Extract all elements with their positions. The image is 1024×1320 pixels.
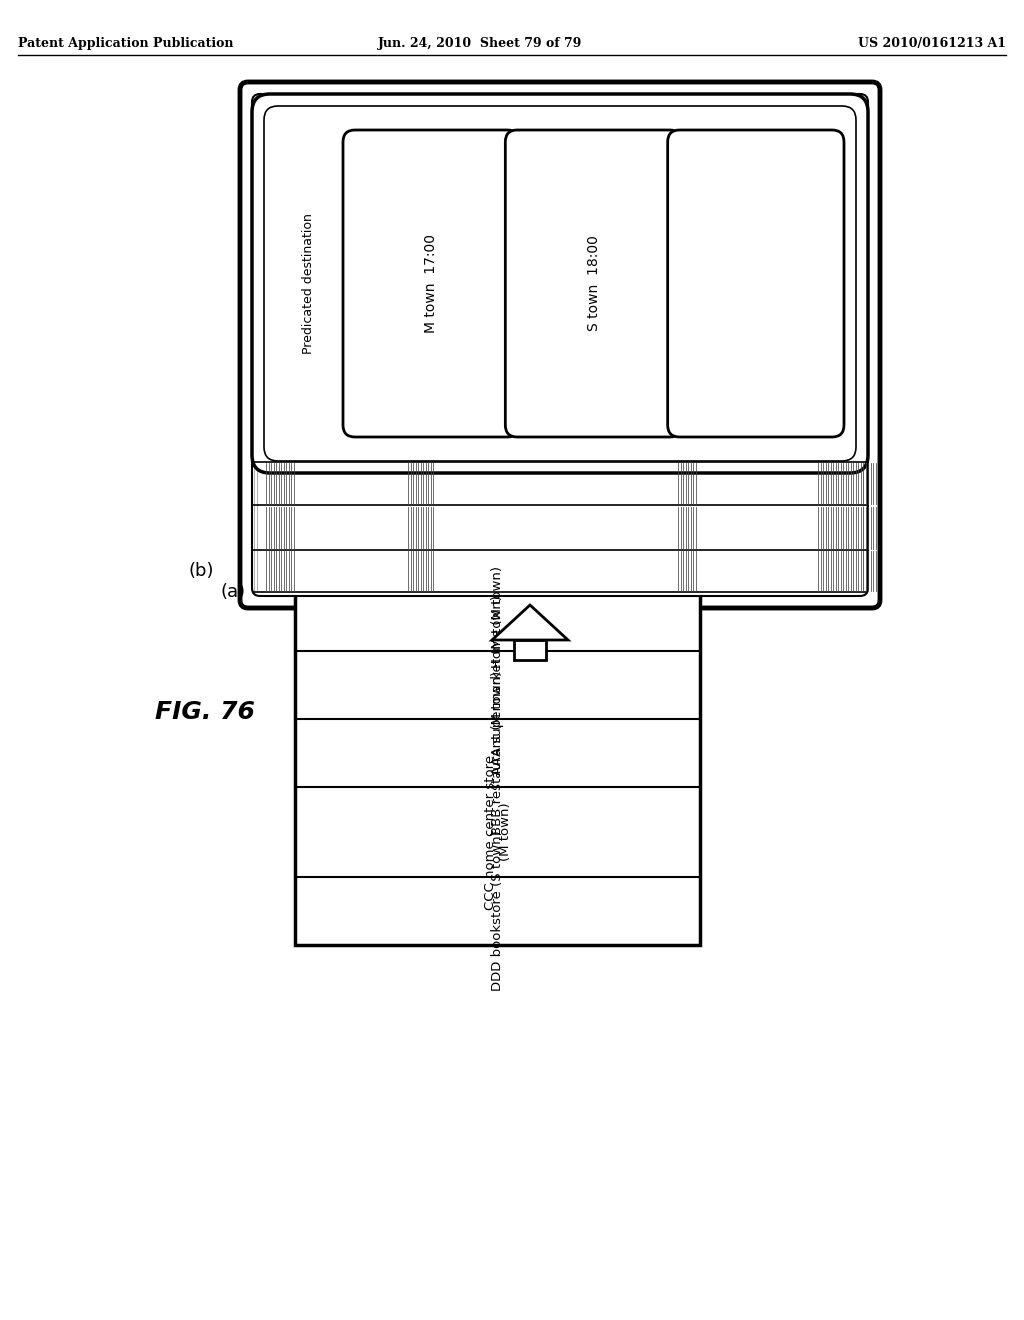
Text: Home (M town): Home (M town) (490, 566, 504, 668)
FancyBboxPatch shape (343, 129, 519, 437)
Text: Patent Application Publication: Patent Application Publication (18, 37, 233, 50)
Polygon shape (492, 605, 568, 640)
Polygon shape (514, 640, 546, 660)
Text: (a): (a) (220, 583, 245, 601)
Text: US 2010/0161213 A1: US 2010/0161213 A1 (858, 37, 1006, 50)
Text: FIG. 76: FIG. 76 (155, 700, 255, 723)
Text: M town  17:00: M town 17:00 (424, 234, 438, 333)
FancyBboxPatch shape (668, 129, 844, 437)
Text: Predicated destination: Predicated destination (301, 213, 314, 354)
Bar (295, 583, 700, 945)
Text: AAA supermarket (M town): AAA supermarket (M town) (490, 595, 504, 775)
FancyBboxPatch shape (252, 94, 868, 597)
FancyBboxPatch shape (252, 94, 868, 473)
Text: Jun. 24, 2010  Sheet 79 of 79: Jun. 24, 2010 Sheet 79 of 79 (378, 37, 583, 50)
Text: S town  18:00: S town 18:00 (587, 235, 600, 331)
FancyBboxPatch shape (264, 106, 856, 461)
Text: (b): (b) (188, 562, 213, 579)
FancyBboxPatch shape (505, 129, 682, 437)
Text: CCC home center store
(M town): CCC home center store (M town) (483, 755, 512, 909)
Text: BBB restaurant (M town): BBB restaurant (M town) (490, 671, 504, 836)
Text: DDD bookstore (S town): DDD bookstore (S town) (490, 830, 504, 991)
FancyBboxPatch shape (240, 82, 880, 609)
